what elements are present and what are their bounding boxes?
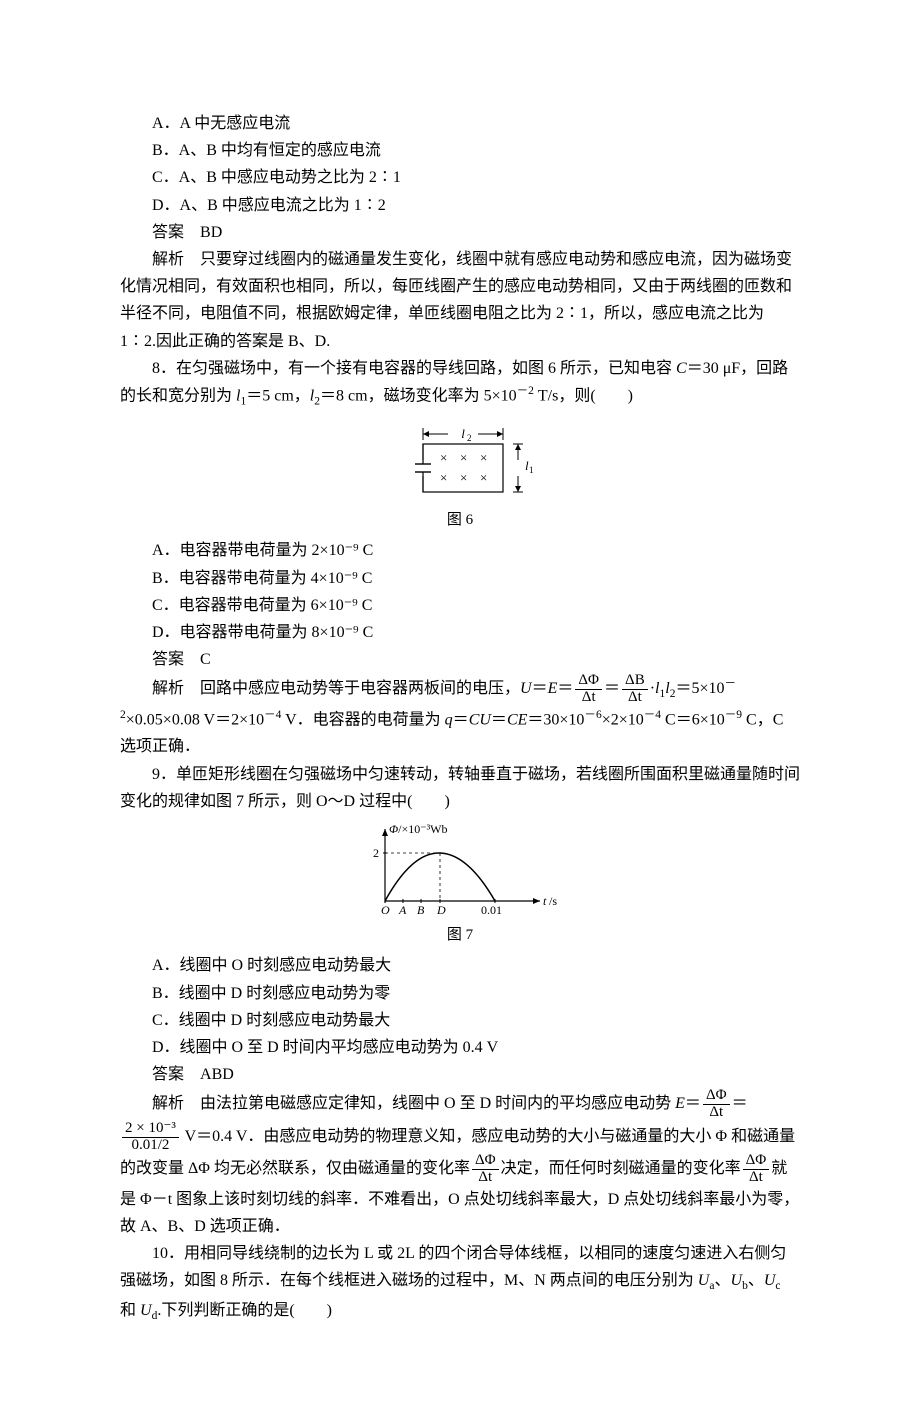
expl-text: 只要穿过线圈内的磁通量发生变化，线圈中就有感应电动势和感应电流，因为磁场变化情况…: [120, 251, 792, 350]
expl-label: 解析: [152, 680, 184, 697]
answer-value: ABD: [200, 1066, 234, 1083]
q9-option-b: B．线圈中 D 时刻感应电动势为零: [120, 980, 800, 1007]
q9-stem: 9．单匝矩形线圈在匀强磁场中匀速转动，转轴垂直于磁场，若线圈所围面积里磁通量随时…: [120, 761, 800, 815]
fig7-caption: 图 7: [120, 923, 800, 949]
q8-explanation: 解析回路中感应电动势等于电容器两板间的电压，U＝E＝ΔΦΔt＝ΔBΔt·l1l2…: [120, 673, 800, 760]
svg-text:0.01: 0.01: [481, 903, 502, 917]
fig6-caption: 图 6: [120, 508, 800, 534]
q8-option-d: D．电容器带电荷量为 8×10⁻⁹ C: [120, 619, 800, 646]
svg-text:Φ/×10⁻³Wb: Φ/×10⁻³Wb: [389, 822, 448, 836]
expl-label: 解析: [152, 1095, 184, 1112]
svg-text:×: ×: [460, 450, 467, 465]
svg-text:O: O: [381, 903, 390, 917]
q9-option-d: D．线圈中 O 至 D 时间内平均感应电动势为 0.4 V: [120, 1034, 800, 1061]
fig7-svg: Φ/×10⁻³Wb t /s 2 O A B D 0.01: [355, 821, 565, 921]
fig6-svg: l 2 ××× ××× l 1: [375, 418, 545, 506]
svg-text:1: 1: [529, 465, 534, 475]
figure-6: l 2 ××× ××× l 1 图 6: [120, 418, 800, 534]
svg-text:l: l: [461, 426, 465, 441]
q9-explanation: 解析由法拉第电磁感应定律知，线圈中 O 至 D 时间内的平均感应电动势 E＝ΔΦ…: [120, 1088, 800, 1240]
svg-text:×: ×: [440, 470, 447, 485]
svg-text:/s: /s: [549, 894, 557, 908]
q8-stem: 8．在匀强磁场中，有一个接有电容器的导线回路，如图 6 所示，已知电容 C＝30…: [120, 355, 800, 412]
q7-option-c: C．A、B 中感应电动势之比为 2∶1: [120, 164, 800, 191]
answer-value: BD: [200, 224, 222, 241]
svg-text:2: 2: [467, 433, 472, 443]
svg-text:×: ×: [460, 470, 467, 485]
q8-option-b: B．电容器带电荷量为 4×10⁻⁹ C: [120, 565, 800, 592]
svg-text:×: ×: [440, 450, 447, 465]
svg-text:D: D: [436, 903, 446, 917]
q9-option-a: A．线圈中 O 时刻感应电动势最大: [120, 952, 800, 979]
answer-label: 答案: [152, 1066, 184, 1083]
q7-answer: 答案 BD: [120, 219, 800, 246]
q8-answer: 答案 C: [120, 646, 800, 673]
expl-label: 解析: [152, 251, 184, 268]
answer-label: 答案: [152, 224, 184, 241]
q7-option-b: B．A、B 中均有恒定的感应电流: [120, 137, 800, 164]
svg-text:×: ×: [480, 470, 487, 485]
svg-text:B: B: [417, 903, 425, 917]
figure-7: Φ/×10⁻³Wb t /s 2 O A B D 0.01 图 7: [120, 821, 800, 949]
svg-text:A: A: [398, 903, 407, 917]
q8-option-c: C．电容器带电荷量为 6×10⁻⁹ C: [120, 592, 800, 619]
answer-value: C: [200, 651, 211, 668]
q7-option-d: D．A、B 中感应电流之比为 1∶2: [120, 192, 800, 219]
q7-explanation: 解析只要穿过线圈内的磁通量发生变化，线圈中就有感应电动势和感应电流，因为磁场变化…: [120, 246, 800, 355]
svg-text:2: 2: [373, 846, 379, 860]
q10-stem: 10．用相同导线绕制的边长为 L 或 2L 的四个闭合导体线框，以相同的速度匀速…: [120, 1240, 800, 1327]
q9-option-c: C．线圈中 D 时刻感应电动势最大: [120, 1007, 800, 1034]
q9-answer: 答案 ABD: [120, 1061, 800, 1088]
q8-option-a: A．电容器带电荷量为 2×10⁻⁹ C: [120, 537, 800, 564]
q7-option-a: A．A 中无感应电流: [120, 110, 800, 137]
svg-text:×: ×: [480, 450, 487, 465]
svg-text:t: t: [543, 894, 547, 908]
answer-label: 答案: [152, 651, 184, 668]
